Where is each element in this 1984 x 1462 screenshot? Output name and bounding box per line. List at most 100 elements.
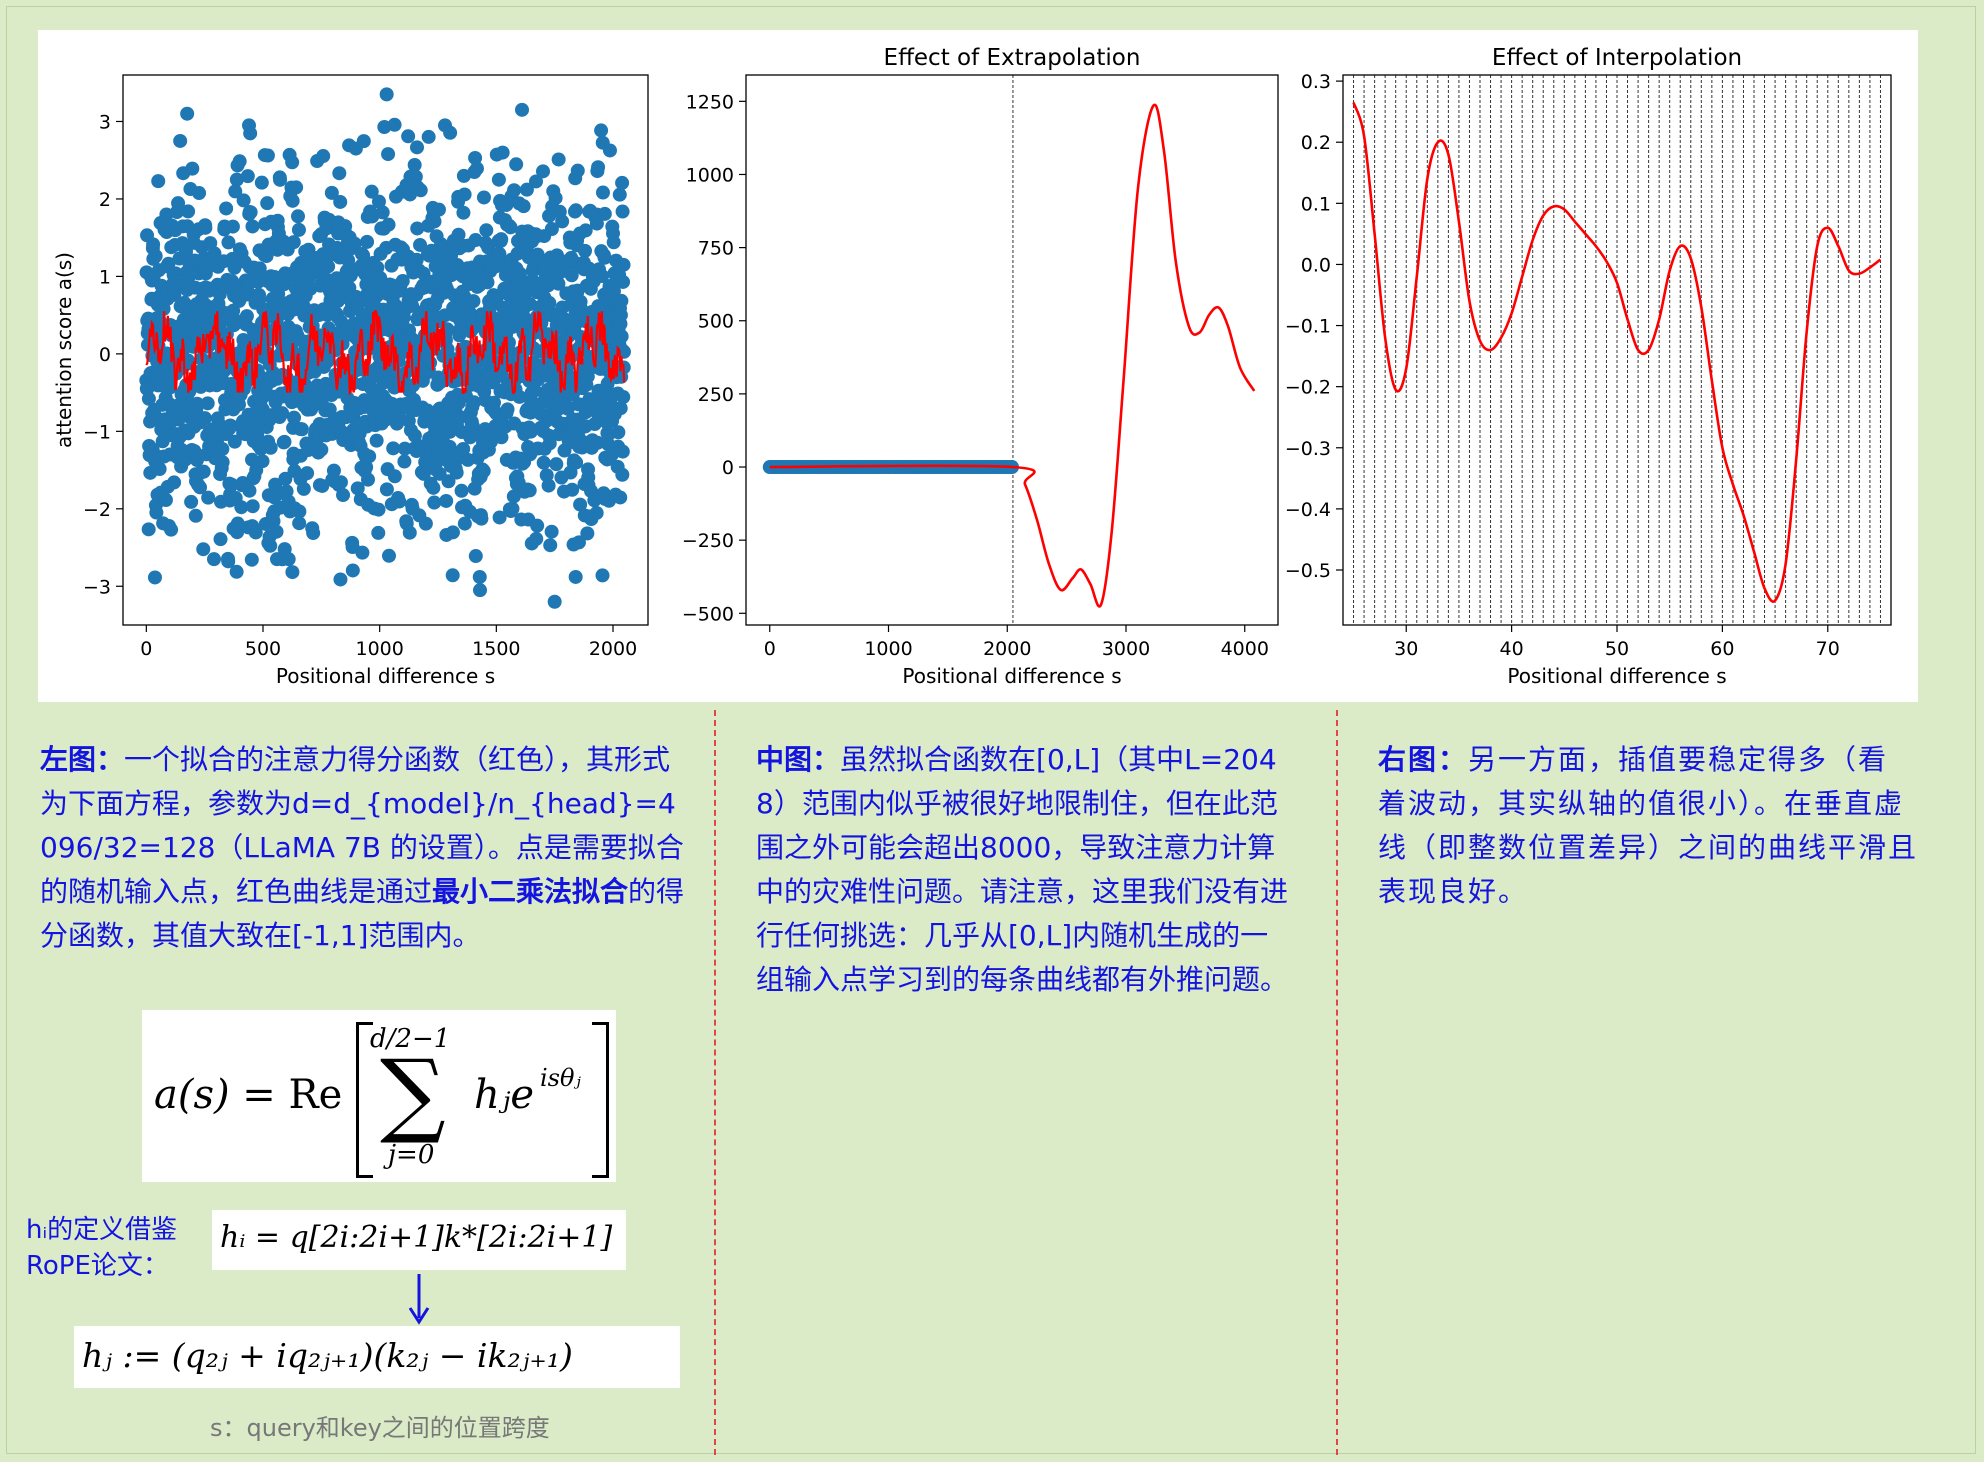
y-tick-label: −0.2	[1285, 377, 1331, 399]
x-tick-label: 30	[1394, 638, 1418, 660]
scatter-point	[389, 416, 404, 431]
scatter-point	[571, 535, 586, 550]
scatter-point	[219, 201, 234, 216]
scatter-point	[316, 149, 331, 164]
scatter-point	[292, 516, 307, 531]
scatter-point	[180, 106, 195, 121]
formula-main: a(s) = Re d/2−1 ∑ j=0 hⱼe isθⱼ	[142, 1010, 616, 1182]
scatter-point	[612, 187, 627, 202]
y-tick-label: 0.0	[1301, 254, 1331, 276]
scatter-point	[285, 193, 300, 208]
scatter-point	[362, 449, 377, 464]
scatter-point	[568, 569, 583, 584]
y-axis-label: attention score a(s)	[52, 252, 76, 448]
scatter-point	[615, 204, 630, 219]
scatter-point	[314, 442, 329, 457]
scatter-point	[451, 227, 466, 242]
scatter-point	[578, 223, 593, 238]
y-tick-label: 1000	[686, 164, 734, 186]
scatter-point	[236, 193, 251, 208]
sum-exp: isθⱼ	[540, 1064, 581, 1092]
scatter-point	[296, 481, 311, 496]
y-tick-label: −3	[83, 576, 111, 598]
scatter-point	[320, 354, 335, 369]
y-tick-label: −500	[682, 603, 734, 625]
y-tick-label: 250	[698, 384, 734, 406]
y-tick-label: 2	[99, 189, 111, 211]
scatter-point	[263, 538, 278, 553]
scatter-point	[387, 469, 402, 484]
separator-left	[714, 710, 716, 1455]
scatter-point	[491, 172, 506, 187]
scatter-point	[466, 395, 481, 410]
scatter-point	[326, 463, 341, 478]
scatter-point	[470, 366, 485, 381]
scatter-point	[371, 502, 386, 517]
scatter-point	[289, 180, 304, 195]
scatter-point	[315, 478, 330, 493]
plot-frame	[745, 74, 1279, 626]
scatter-point	[568, 203, 583, 218]
caption-left-lead: 左图：	[40, 743, 125, 776]
sum-upper: d/2−1	[370, 1024, 451, 1054]
scatter-point	[578, 243, 592, 258]
scatter-point	[427, 214, 442, 229]
scatter-point	[291, 209, 305, 224]
scatter-point	[196, 464, 211, 479]
scatter-point	[148, 249, 163, 264]
scatter-point	[611, 425, 626, 440]
scatter-point	[569, 455, 584, 470]
caption-left-bold: 最小二乘法拟合	[432, 875, 629, 908]
scatter-point	[200, 396, 215, 411]
scatter-point	[449, 465, 464, 480]
scatter-point	[207, 246, 222, 261]
scatter-point	[242, 483, 257, 498]
scatter-point	[597, 250, 612, 265]
caption-middle-text: 虽然拟合函数在[0,L]（其中L=2048）范围内似乎被很好地限制住，但在此范围…	[756, 743, 1289, 996]
scatter-point	[494, 232, 509, 247]
scatter-point	[413, 183, 428, 198]
scatter-point	[198, 220, 213, 235]
scatter-point	[413, 237, 428, 252]
scatter-point	[213, 532, 228, 547]
scatter-point	[597, 206, 612, 221]
scatter-point	[408, 169, 423, 184]
scatter-point	[495, 145, 510, 160]
scatter-point	[356, 248, 371, 263]
scatter-point	[371, 525, 386, 540]
scatter-point	[181, 204, 196, 219]
y-tick-label: 500	[698, 311, 734, 333]
y-tick-label: 0.2	[1301, 132, 1331, 154]
scatter-point	[606, 235, 621, 250]
scatter-point	[225, 219, 240, 234]
scatter-point	[473, 583, 487, 598]
x-tick-label: 40	[1500, 638, 1524, 660]
scatter-point	[278, 471, 293, 486]
y-tick-label: −2	[83, 499, 111, 521]
scatter-point	[146, 237, 161, 252]
scatter-point	[409, 252, 424, 267]
scatter-point	[479, 223, 494, 238]
scatter-point	[324, 185, 339, 200]
scatter-point	[291, 222, 306, 237]
caption-left-text1: 一个拟合的注意力得分函数（红色），其形式为下面方程，参数为d=d_{model}…	[40, 743, 684, 908]
scatter-point	[564, 268, 579, 283]
x-axis-label: Positional difference s	[902, 664, 1121, 688]
scatter-point	[190, 396, 205, 411]
chart-title: Effect of Interpolation	[1492, 45, 1742, 71]
scatter-point	[294, 422, 309, 437]
scatter-point	[152, 462, 167, 477]
scatter-point	[228, 184, 243, 199]
scatter-point	[242, 118, 256, 133]
scatter-point	[151, 174, 166, 189]
scatter-point	[615, 467, 630, 482]
scatter-point	[365, 209, 380, 224]
scatter-point	[454, 483, 469, 498]
scatter-point	[551, 276, 566, 291]
curve-line	[769, 103, 1256, 608]
scatter-point	[177, 295, 192, 310]
x-tick-label: 1000	[864, 638, 912, 660]
scatter-point	[606, 284, 621, 299]
scatter-point	[590, 435, 605, 450]
scatter-point	[245, 499, 260, 514]
